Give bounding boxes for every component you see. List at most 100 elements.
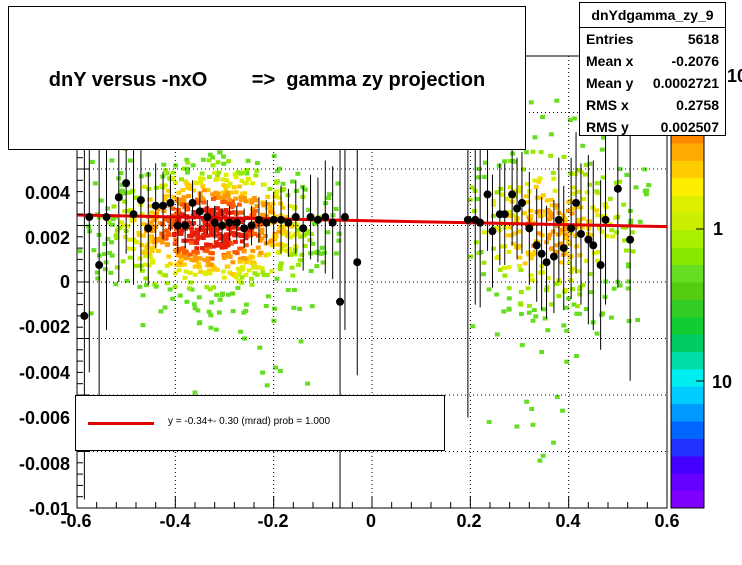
heatmap-cell <box>229 241 235 246</box>
heatmap-cell <box>223 172 229 177</box>
heatmap-cell <box>207 152 213 157</box>
heatmap-cell <box>221 183 227 188</box>
y-tick-label: -0.01 <box>28 499 70 519</box>
heatmap-cell <box>309 231 314 237</box>
heatmap-cell <box>225 183 231 189</box>
heatmap-cell <box>506 296 512 301</box>
heatmap-cell <box>221 275 227 280</box>
heatmap-cell <box>628 218 634 223</box>
heatmap-cell <box>214 206 220 211</box>
heatmap-cell <box>302 232 308 237</box>
heatmap-cell <box>594 189 600 194</box>
heatmap-cell <box>202 257 208 262</box>
heatmap-cell <box>258 250 264 255</box>
profile-point <box>95 261 104 270</box>
heatmap-cell <box>587 182 593 187</box>
heatmap-cell <box>305 229 311 234</box>
heatmap-cell <box>229 204 235 209</box>
heatmap-cell <box>272 233 278 238</box>
heatmap-cell <box>626 318 632 324</box>
heatmap-cell <box>490 199 496 204</box>
heatmap-cell <box>151 245 157 250</box>
heatmap-cell <box>225 243 231 248</box>
heatmap-cell <box>530 422 536 427</box>
heatmap-cell <box>546 217 552 222</box>
heatmap-cell <box>522 211 528 216</box>
heatmap-cell <box>194 200 200 205</box>
heatmap-cell <box>179 177 184 182</box>
heatmap-cell <box>126 190 132 195</box>
heatmap-cell <box>583 162 589 168</box>
heatmap-cell <box>525 250 531 255</box>
heatmap-cell <box>149 228 155 234</box>
heatmap-cell <box>244 168 250 173</box>
heatmap-cell <box>215 191 221 196</box>
heatmap-cell <box>307 238 313 243</box>
heatmap-cell <box>238 171 244 176</box>
heatmap-cell <box>280 226 286 232</box>
heatmap-cell <box>510 158 516 163</box>
heatmap-cell <box>190 163 196 168</box>
heatmap-cell <box>546 236 552 241</box>
stats-row-entries: Entries 5618 <box>586 31 719 47</box>
heatmap-cell <box>500 192 506 197</box>
heatmap-cell <box>614 230 620 235</box>
fit-legend-text: y = -0.34+- 0.30 (mrad) prob = 1.000 <box>168 416 331 427</box>
heatmap-cell <box>290 179 296 184</box>
heatmap-cell <box>114 228 120 233</box>
profile-point <box>559 244 568 253</box>
y-tick-label: -0.002 <box>18 317 70 337</box>
heatmap-cell <box>129 218 135 223</box>
heatmap-cell <box>277 368 283 374</box>
heatmap-cell <box>194 240 200 245</box>
heatmap-cell <box>267 209 273 214</box>
heatmap-cell <box>195 213 201 218</box>
heatmap-cell <box>144 244 150 250</box>
heatmap-cell <box>542 209 548 214</box>
heatmap-cell <box>319 245 325 250</box>
heatmap-cell <box>277 266 283 272</box>
heatmap-cell <box>181 246 186 251</box>
heatmap-cell <box>147 235 153 240</box>
heatmap-cell <box>187 270 193 275</box>
heatmap-cell <box>185 182 191 187</box>
heatmap-cell <box>521 167 526 172</box>
heatmap-cell <box>184 299 190 304</box>
heatmap-cell <box>176 210 182 216</box>
heatmap-cell <box>233 190 239 195</box>
heatmap-cell <box>238 220 244 225</box>
heatmap-cell <box>181 238 187 243</box>
heatmap-cell <box>281 187 287 192</box>
heatmap-cell <box>299 252 305 257</box>
heatmap-cell <box>239 233 245 238</box>
heatmap-cell <box>214 228 220 233</box>
heatmap-cell <box>154 211 160 216</box>
heatmap-cell <box>580 143 586 148</box>
heatmap-cell <box>512 189 518 194</box>
heatmap-cell <box>220 234 226 239</box>
heatmap-cell <box>561 216 567 221</box>
heatmap-cell <box>468 254 474 259</box>
heatmap-cell <box>130 188 136 194</box>
heatmap-cell <box>209 300 215 305</box>
heatmap-cell <box>176 218 182 223</box>
heatmap-cell <box>544 285 550 290</box>
heatmap-cell <box>228 190 234 195</box>
heatmap-cell <box>202 219 208 224</box>
heatmap-cell <box>162 183 168 188</box>
heatmap-cell <box>518 311 524 316</box>
heatmap-cell <box>214 174 220 179</box>
heatmap-cell <box>562 236 568 241</box>
heatmap-cell <box>235 226 241 231</box>
heatmap-cell <box>160 222 165 227</box>
heatmap-cell <box>151 218 157 223</box>
heatmap-cell <box>272 194 278 199</box>
heatmap-cell <box>292 287 297 293</box>
heatmap-cell <box>570 206 575 211</box>
heatmap-cell <box>141 233 147 238</box>
heatmap-cell <box>626 279 632 284</box>
heatmap-cell <box>88 311 94 316</box>
heatmap-cell <box>189 226 194 231</box>
heatmap-cell <box>276 166 282 171</box>
heatmap-cell <box>237 184 242 189</box>
